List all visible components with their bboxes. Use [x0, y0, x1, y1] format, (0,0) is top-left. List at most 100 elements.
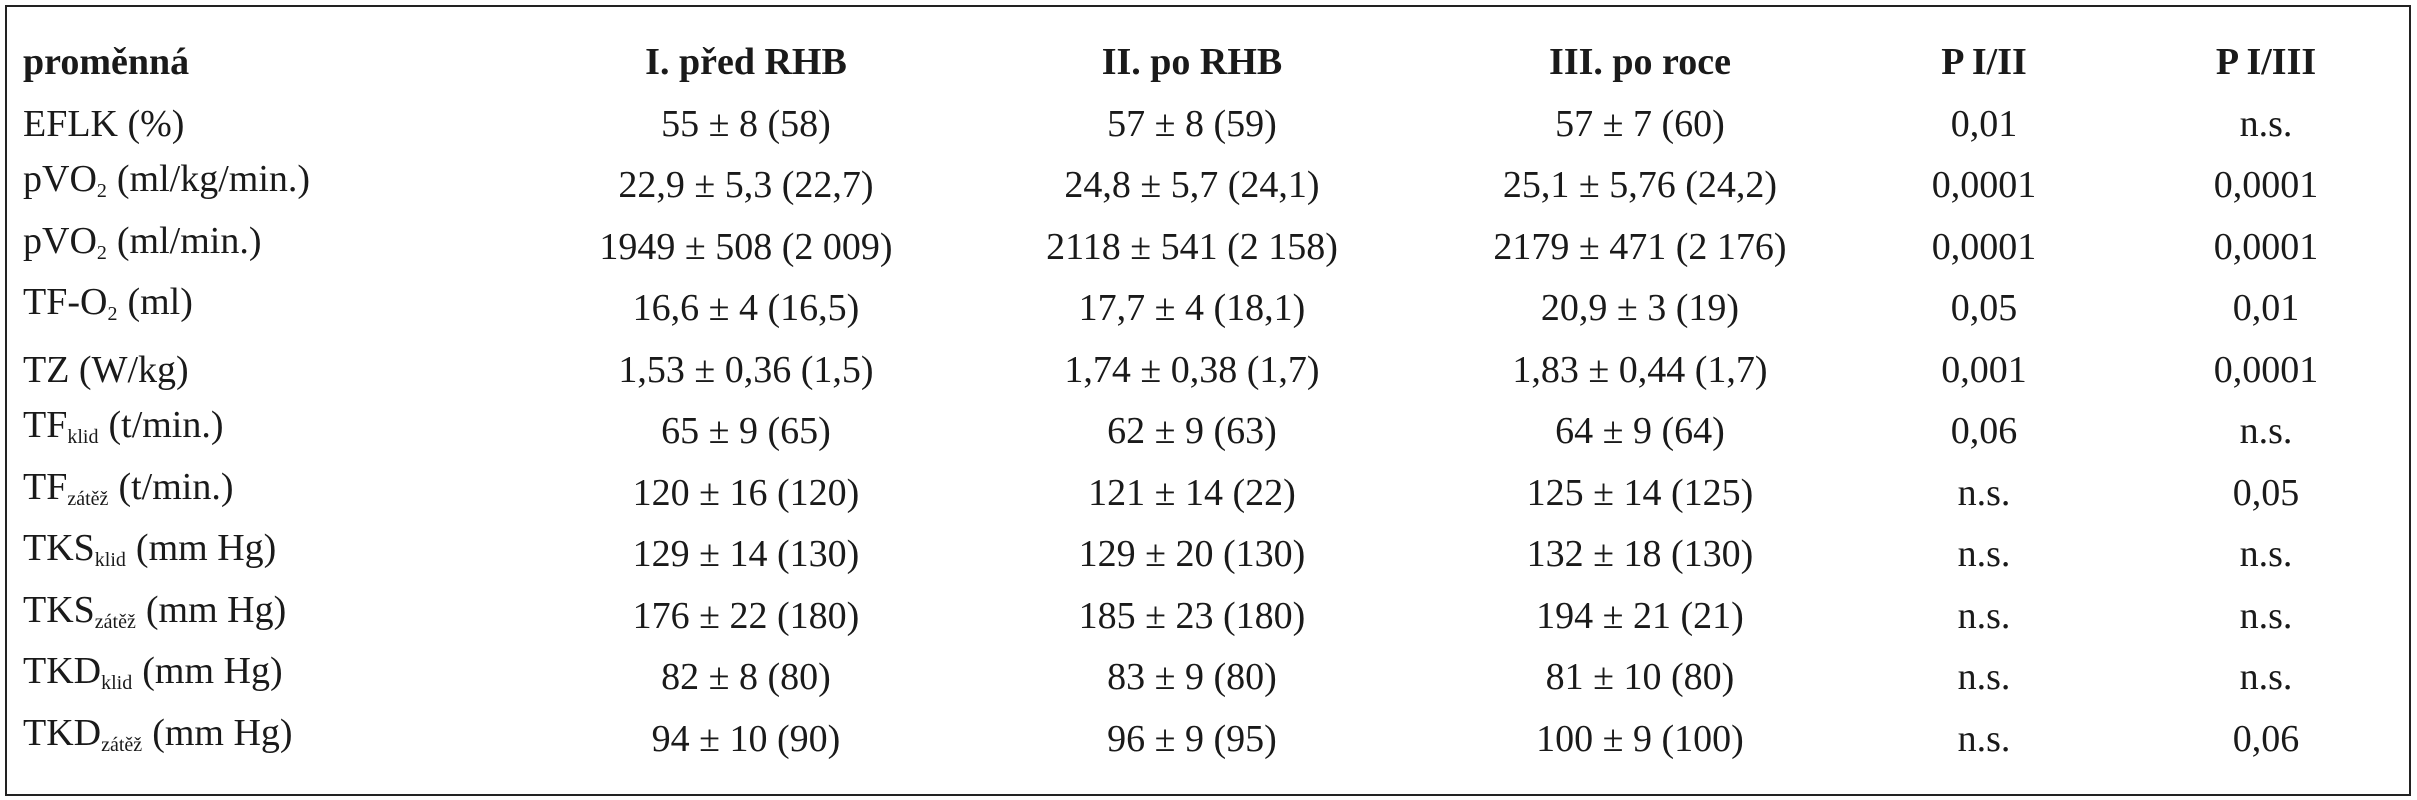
- value-cell: 100 ± 9 (100): [1536, 717, 1744, 760]
- value-cell: 55 ± 8 (58): [661, 102, 831, 145]
- variable-cell: TKSklid (mm Hg): [23, 523, 276, 585]
- variable-name: TF-O: [23, 281, 108, 323]
- value-cell: 1,74 ± 0,38 (1,7): [1064, 348, 1320, 391]
- value-cell: 0,0001: [2213, 225, 2319, 268]
- value-cell: 129 ± 14 (130): [632, 533, 860, 575]
- variable-cell: pVO2 (ml/kg/min.): [23, 154, 310, 216]
- variable-name: pVO: [23, 158, 97, 200]
- value-cell: 0,001: [1941, 348, 2027, 391]
- variable-unit: (ml/kg/min.): [116, 158, 311, 200]
- value-cell: n.s.: [1957, 471, 2011, 514]
- value-cell: n.s.: [2239, 594, 2293, 637]
- variable-name: TZ (W/kg): [23, 348, 189, 391]
- variable-subscript: klid: [94, 549, 126, 571]
- header-cell: III. po roce: [1549, 41, 1731, 83]
- value-cell: n.s.: [2239, 533, 2293, 575]
- value-cell: 0,06: [1950, 410, 2018, 452]
- header-cell: I. před RHB: [645, 41, 847, 83]
- value-cell: 94 ± 10 (90): [651, 717, 841, 760]
- value-cell: 65 ± 9 (65): [661, 410, 831, 452]
- variable-subscript: klid: [101, 672, 133, 694]
- value-cell: 81 ± 10 (80): [1545, 656, 1735, 698]
- variable-name: pVO: [23, 219, 97, 262]
- value-cell: 121 ± 14 (22): [1088, 471, 1296, 514]
- variable-cell: TKDklid (mm Hg): [23, 646, 283, 708]
- variable-cell: pVO2 (ml/min.): [23, 216, 262, 278]
- value-cell: 2118 ± 541 (2 158): [1046, 225, 1338, 268]
- value-cell: 62 ± 9 (63): [1107, 410, 1277, 452]
- value-cell: 176 ± 22 (180): [632, 594, 860, 637]
- variable-subscript: 2: [107, 303, 118, 325]
- variable-name: TKD: [23, 650, 102, 692]
- variable-cell: TZ (W/kg): [23, 345, 189, 395]
- value-cell: 0,05: [2232, 471, 2300, 514]
- value-cell: n.s.: [1957, 533, 2011, 575]
- variable-unit: (mm Hg): [135, 527, 277, 569]
- header-cell: proměnná: [23, 41, 190, 83]
- variable-name: TF: [23, 404, 68, 446]
- table-frame: [5, 5, 2411, 796]
- value-cell: n.s.: [2239, 656, 2293, 698]
- variable-unit: (t/min.): [118, 465, 234, 508]
- value-cell: 64 ± 9 (64): [1555, 410, 1725, 452]
- variable-subscript: 2: [96, 180, 107, 202]
- value-cell: 0,06: [2232, 717, 2300, 760]
- value-cell: n.s.: [1957, 717, 2011, 760]
- value-cell: 25,1 ± 5,76 (24,2): [1502, 164, 1778, 206]
- value-cell: n.s.: [2239, 410, 2293, 452]
- variable-unit: (mm Hg): [145, 588, 287, 631]
- variable-subscript: zátěž: [101, 733, 143, 756]
- value-cell: 132 ± 18 (130): [1526, 533, 1754, 575]
- value-cell: 83 ± 9 (80): [1107, 656, 1277, 698]
- value-cell: 22,9 ± 5,3 (22,7): [618, 164, 874, 206]
- value-cell: 57 ± 8 (59): [1107, 102, 1277, 145]
- value-cell: 0,01: [2232, 287, 2300, 329]
- variable-cell: TFzátěž (t/min.): [23, 462, 233, 524]
- header-cell: II. po RHB: [1101, 41, 1283, 83]
- value-cell: 194 ± 21 (21): [1536, 594, 1744, 637]
- value-cell: 17,7 ± 4 (18,1): [1078, 287, 1306, 329]
- value-cell: 16,6 ± 4 (16,5): [632, 287, 860, 329]
- variable-subscript: zátěž: [67, 487, 109, 510]
- value-cell: 0,0001: [1931, 164, 2037, 206]
- value-cell: 120 ± 16 (120): [632, 471, 860, 514]
- value-cell: n.s.: [1957, 656, 2011, 698]
- value-cell: 1949 ± 508 (2 009): [599, 225, 893, 268]
- variable-name: TKD: [23, 711, 102, 754]
- variable-subscript: klid: [67, 426, 99, 448]
- variable-cell: EFLK (%): [23, 99, 184, 149]
- value-cell: 0,0001: [2213, 348, 2319, 391]
- variable-cell: TKDzátěž (mm Hg): [23, 708, 293, 770]
- variable-cell: TKSzátěž (mm Hg): [23, 585, 286, 647]
- value-cell: n.s.: [2239, 102, 2293, 145]
- header-cell: P I/II: [1941, 41, 2027, 83]
- header-cell: P I/III: [2215, 41, 2317, 83]
- value-cell: 2179 ± 471 (2 176): [1493, 225, 1787, 268]
- value-cell: 57 ± 7 (60): [1555, 102, 1725, 145]
- variable-name: EFLK (%): [23, 102, 185, 145]
- variable-name: TF: [23, 465, 68, 508]
- value-cell: 129 ± 20 (130): [1078, 533, 1306, 575]
- variable-unit: (mm Hg): [142, 650, 283, 692]
- value-cell: 20,9 ± 3 (19): [1540, 287, 1740, 329]
- value-cell: 0,0001: [2213, 164, 2319, 206]
- variable-name: TKS: [23, 588, 95, 631]
- value-cell: 0,0001: [1931, 225, 2037, 268]
- value-cell: 82 ± 8 (80): [661, 656, 831, 698]
- variable-unit: (ml/min.): [116, 219, 262, 262]
- value-cell: n.s.: [1957, 594, 2011, 637]
- variable-subscript: zátěž: [94, 610, 136, 633]
- value-cell: 1,53 ± 0,36 (1,5): [618, 348, 874, 391]
- value-cell: 185 ± 23 (180): [1078, 594, 1306, 637]
- value-cell: 24,8 ± 5,7 (24,1): [1064, 164, 1320, 206]
- variable-unit: (t/min.): [108, 404, 224, 446]
- variable-cell: TFklid (t/min.): [23, 400, 224, 462]
- variable-name: TKS: [23, 527, 95, 569]
- value-cell: 0,01: [1950, 102, 2018, 145]
- variable-unit: (ml): [127, 281, 193, 323]
- variable-cell: TF-O2 (ml): [23, 277, 193, 339]
- variable-subscript: 2: [96, 241, 107, 264]
- value-cell: 0,05: [1950, 287, 2018, 329]
- value-cell: 96 ± 9 (95): [1107, 717, 1277, 760]
